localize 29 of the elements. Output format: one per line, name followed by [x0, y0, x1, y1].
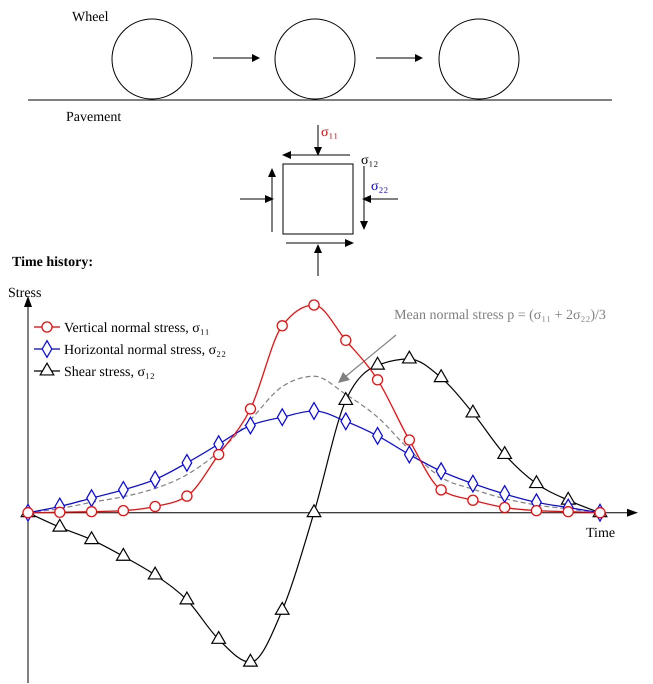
text: Time history:	[12, 255, 94, 270]
point	[213, 448, 224, 460]
text: Pavement	[66, 110, 122, 125]
legend-label: Horizontal normal stress, σ₂₂	[64, 343, 226, 358]
point	[562, 506, 574, 518]
legend-label: Vertical normal stress, σ₁₁	[64, 321, 210, 336]
text: Wheel	[72, 10, 109, 25]
x-axis-title: Time	[586, 526, 616, 541]
point	[530, 504, 542, 516]
text: σ₂₂	[371, 179, 388, 194]
annotation: Mean normal stress p = (σ₁₁ + 2σ₂₂)/3	[394, 308, 606, 323]
point	[404, 434, 415, 446]
point	[244, 403, 256, 414]
point	[435, 484, 447, 496]
point	[372, 374, 384, 386]
point	[86, 506, 98, 518]
y-axis-title: Stress	[8, 286, 42, 301]
point	[499, 502, 510, 514]
text: σ₁₁	[321, 125, 338, 140]
point	[340, 334, 352, 346]
point	[276, 320, 288, 332]
point	[149, 500, 161, 512]
text: σ₁₂	[361, 153, 378, 168]
legend-label: Shear stress, σ₁₂	[64, 365, 155, 380]
point	[467, 494, 479, 506]
point	[118, 504, 129, 516]
point	[181, 490, 193, 502]
point	[308, 299, 320, 311]
point	[54, 506, 66, 518]
